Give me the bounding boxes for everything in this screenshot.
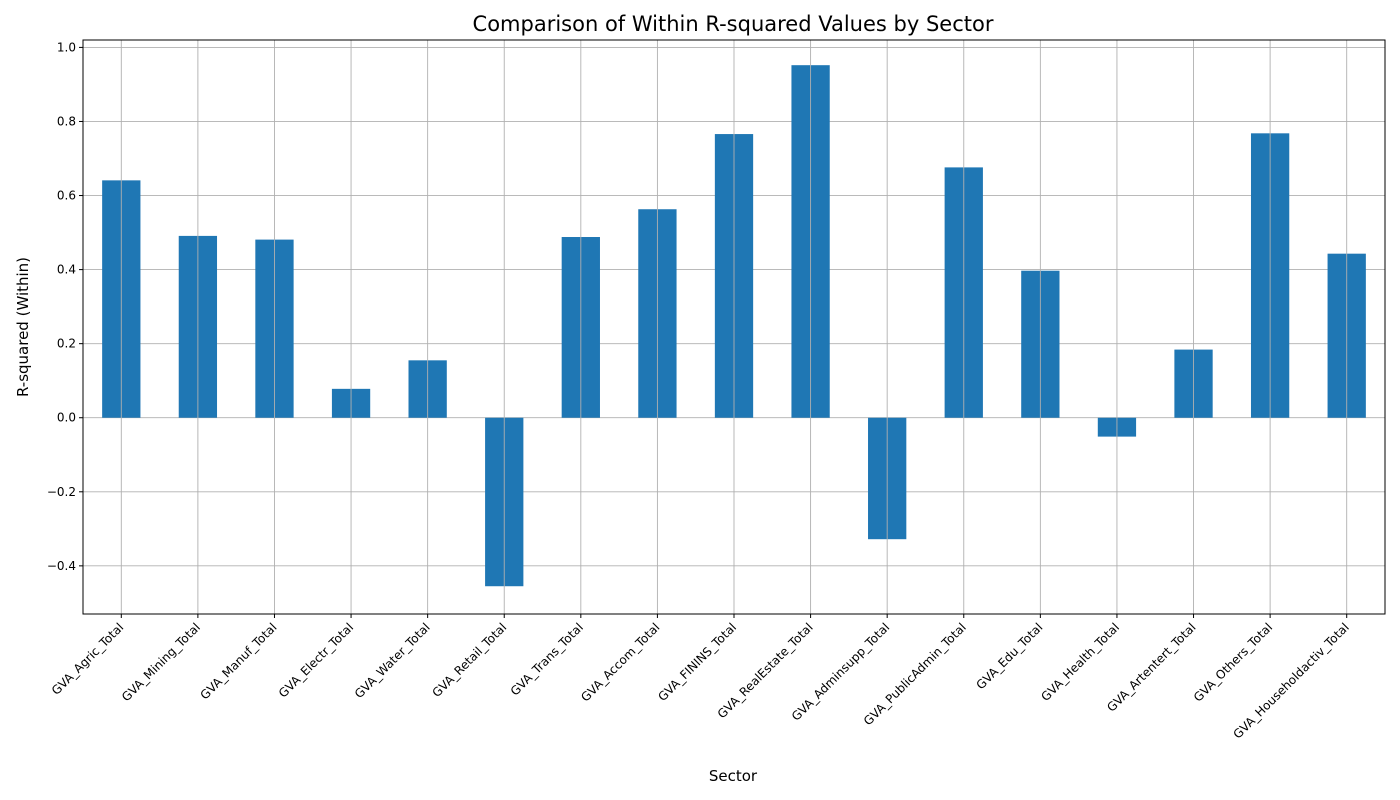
x-tick-label: GVA_Others_Total xyxy=(1191,620,1275,704)
x-tick-label: GVA_Edu_Total xyxy=(974,620,1046,692)
x-grid-layer xyxy=(120,40,1348,614)
y-axis-title: R-squared (Within) xyxy=(14,257,32,397)
x-tick-label: GVA_Mining_Total xyxy=(119,620,203,704)
y-tick-label: 1.0 xyxy=(57,40,76,54)
x-tick-label: GVA_Water_Total xyxy=(352,620,433,701)
y-tick-label: 0.8 xyxy=(57,114,76,128)
x-tick-label: GVA_Health_Total xyxy=(1038,620,1122,704)
x-tick-label: GVA_Manuf_Total xyxy=(197,620,279,702)
x-axis-title: Sector xyxy=(709,767,758,785)
y-tick-label: −0.4 xyxy=(47,559,76,573)
x-tick-label: GVA_Artentert_Total xyxy=(1104,620,1198,714)
x-tick-label: GVA_FININS_Total xyxy=(655,620,739,704)
y-axis: −0.4 −0.2 0.0 0.2 0.4 0.6 0.8 1.0 xyxy=(47,40,83,573)
x-tick-label: GVA_Trans_Total xyxy=(508,620,586,698)
x-tick-label: GVA_Retail_Total xyxy=(430,620,510,700)
x-tick-label: GVA_Electr_Total xyxy=(276,620,356,700)
y-tick-label: −0.2 xyxy=(47,485,76,499)
y-tick-label: 0.2 xyxy=(57,337,76,351)
x-tick-label: GVA_Agric_Total xyxy=(49,620,127,698)
x-axis: GVA_Agric_TotalGVA_Mining_TotalGVA_Manuf… xyxy=(49,614,1352,742)
y-tick-label: 0.4 xyxy=(57,263,76,277)
x-tick-label: GVA_Accom_Total xyxy=(578,620,662,704)
y-tick-label: 0.0 xyxy=(57,411,76,425)
y-tick-label: 0.6 xyxy=(57,189,76,203)
chart-title: Comparison of Within R-squared Values by… xyxy=(473,12,994,36)
